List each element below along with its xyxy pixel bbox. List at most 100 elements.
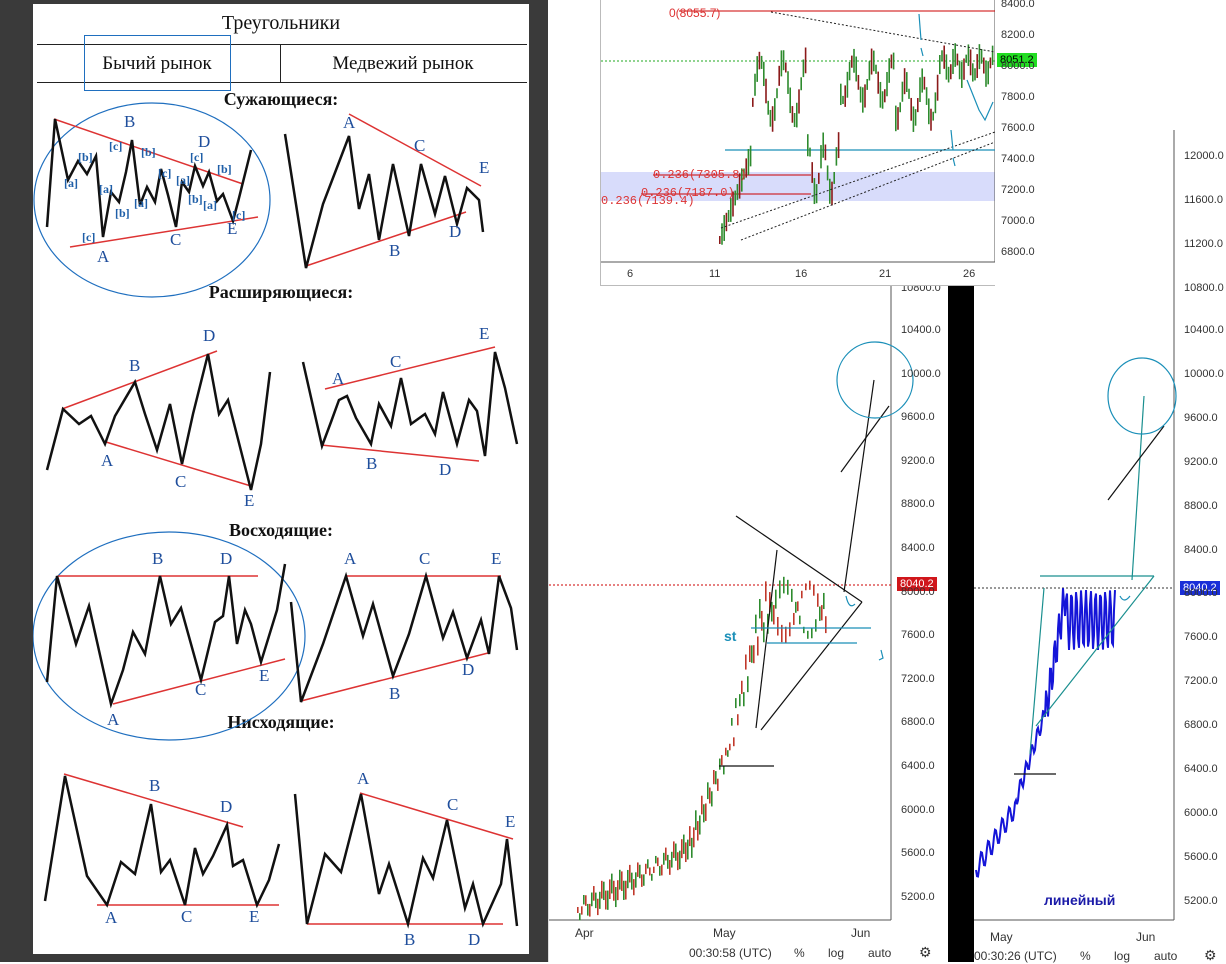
candle (884, 89, 886, 103)
chart-right-canvas (974, 130, 1177, 921)
candle (972, 63, 974, 82)
sub-label-c: [c] (82, 230, 96, 244)
candle (910, 97, 912, 121)
candle (906, 72, 908, 92)
candle (822, 132, 824, 158)
section-expanding: Расширяющиеся: (208, 282, 354, 302)
toolbar-auto[interactable]: auto (868, 946, 892, 960)
header-divider-bottom (37, 82, 527, 83)
toolbar-log[interactable]: log (828, 946, 845, 960)
candle (774, 98, 776, 121)
candle (649, 867, 651, 876)
tab-bull-market[interactable]: Бычий рынок (102, 53, 212, 74)
candle (757, 636, 759, 656)
candle (892, 52, 895, 70)
candle (801, 590, 803, 599)
candle (921, 68, 923, 93)
candle (603, 881, 605, 901)
toolbar-log[interactable]: log (1114, 949, 1131, 963)
candle (633, 879, 635, 896)
wave-label-d: D (449, 222, 462, 241)
candle (675, 843, 677, 861)
candle (785, 626, 787, 643)
candle (776, 88, 778, 99)
y-tick: 9600.0 (901, 411, 935, 424)
y-tick: 6000.0 (901, 803, 935, 816)
y-tick: 7800.0 (1001, 91, 1035, 103)
candle (868, 61, 871, 81)
candle (645, 863, 647, 875)
toolbar-percent[interactable]: % (1080, 949, 1091, 963)
candle (727, 750, 729, 757)
candle (879, 81, 882, 108)
y-tick: 9600.0 (1184, 411, 1218, 424)
candle (848, 61, 851, 81)
candle (607, 890, 609, 910)
toolbar-time: 00:30:26 (UTC) (974, 949, 1057, 963)
candle (825, 616, 827, 634)
gear-icon[interactable]: ⚙ (1204, 947, 1217, 963)
fib-label-3: 0.236(7139.4) (601, 194, 695, 208)
tab-divider (280, 44, 281, 82)
candle (925, 87, 928, 105)
candle (593, 886, 595, 901)
sub-label-c: [c] (190, 150, 204, 164)
candle (601, 880, 603, 899)
candle (703, 804, 705, 823)
y-tick: 10400.0 (901, 324, 941, 336)
candle (737, 714, 739, 726)
candle (780, 50, 783, 77)
candle (579, 913, 581, 921)
candle (899, 102, 901, 113)
candle (851, 55, 853, 68)
current-price-label: 8040.2 (1180, 581, 1220, 595)
x-tick: 16 (795, 268, 808, 280)
candle (956, 53, 959, 66)
wave-label-d: D (462, 660, 475, 679)
toolbar-auto[interactable]: auto (1154, 949, 1178, 963)
toolbar-percent[interactable]: % (794, 946, 805, 960)
candle (840, 83, 842, 106)
candle (739, 694, 741, 707)
gear-icon[interactable]: ⚙ (919, 944, 932, 960)
y-tick: 8400.0 (1184, 543, 1218, 556)
candle (683, 834, 685, 854)
x-tick: 11 (709, 268, 721, 280)
wave-label-c: C (170, 230, 182, 249)
wave-label-e: E (259, 666, 270, 685)
candle (991, 45, 994, 66)
candle (928, 98, 930, 125)
candle (717, 778, 719, 791)
y-tick: 5200.0 (901, 890, 935, 903)
candle (831, 181, 833, 206)
wave-label-e: E (244, 491, 255, 510)
y-tick: 11600.0 (1184, 194, 1223, 206)
y-tick: 7200.0 (901, 672, 935, 685)
candle (729, 743, 731, 751)
candle (657, 857, 659, 867)
wave-label-a: A (97, 247, 110, 266)
tab-bear-market[interactable]: Медвежий рынок (332, 53, 474, 74)
candle (743, 692, 745, 707)
candle (846, 71, 849, 98)
y-tick: 9200.0 (1184, 455, 1218, 468)
chart-btc-inset[interactable]: 0(8055.7) 0.236(7305.8) 0.236(7187.0) 0.… (600, 0, 1037, 286)
chart-btc-linear[interactable]: линейный 8040.2 May Jun 00:30:26 (UTC) %… (974, 130, 1226, 963)
sub-label-b: [b] (115, 206, 130, 220)
candle (952, 48, 954, 74)
candle (897, 107, 899, 130)
candle (752, 97, 754, 107)
x-tick: 26 (963, 268, 976, 280)
candle (685, 842, 687, 863)
y-tick: 6800.0 (1001, 246, 1035, 258)
sub-label-a: [a] (64, 176, 78, 190)
candle (705, 803, 707, 821)
candle (980, 48, 983, 64)
candle (759, 598, 761, 619)
candle (888, 58, 890, 83)
candle (877, 71, 879, 94)
candle (745, 654, 747, 670)
y-tick: 8000.0 (901, 585, 935, 598)
candle (734, 190, 736, 206)
candle (655, 855, 657, 864)
